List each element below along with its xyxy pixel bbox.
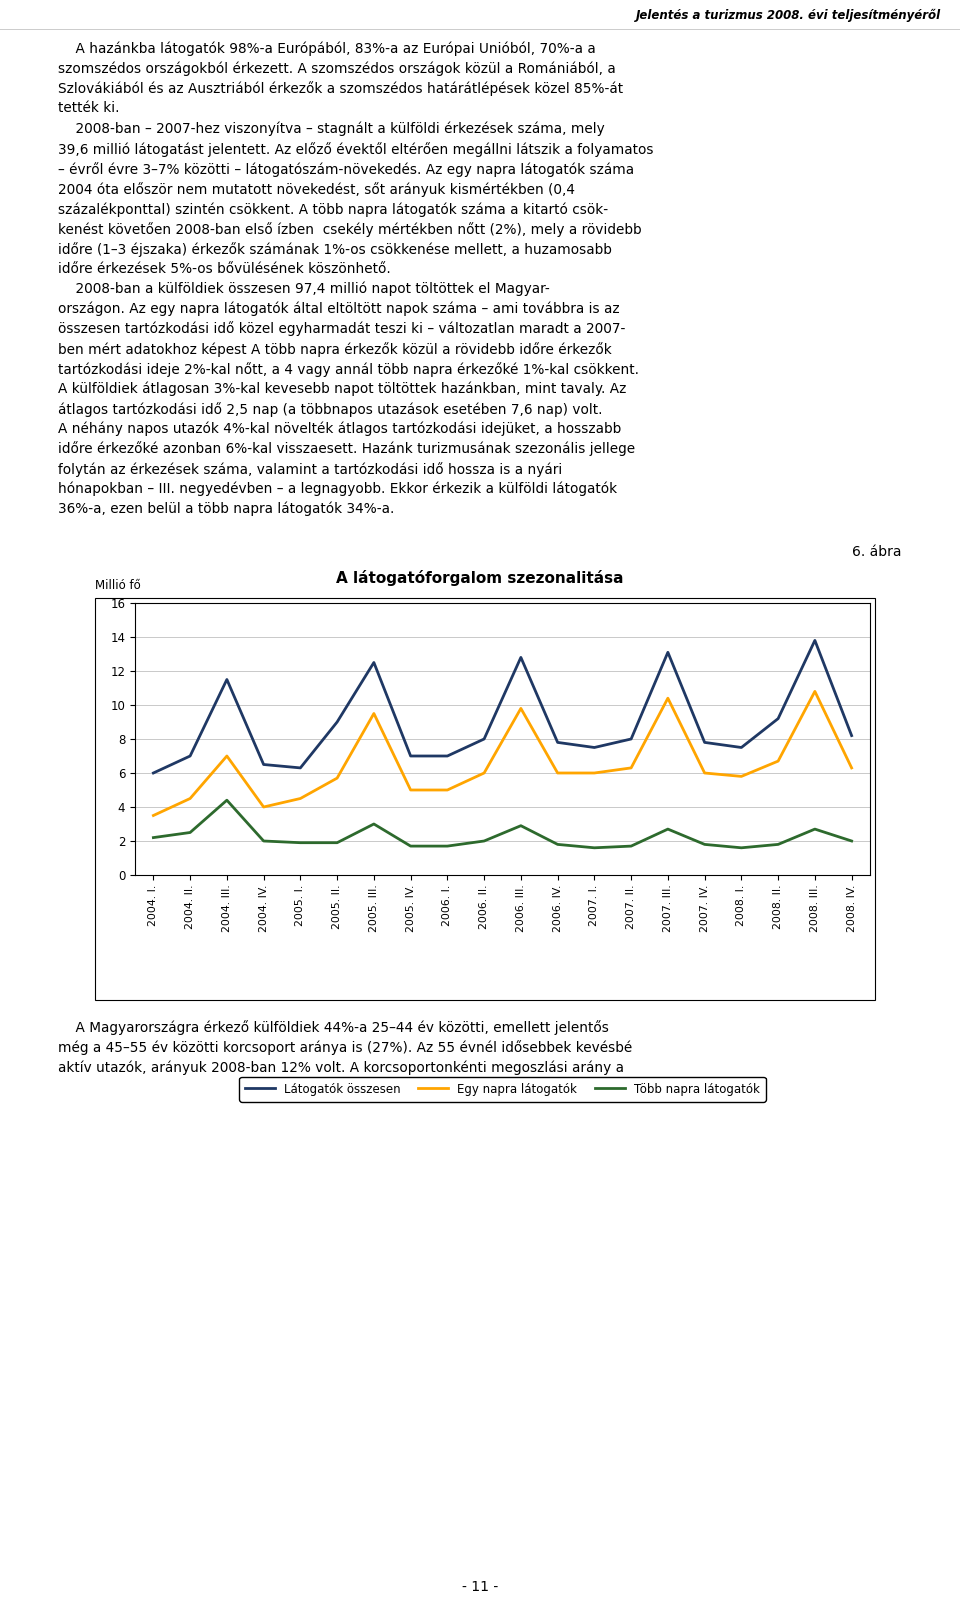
Text: 2008-ban a külföldiek összesen 97,4 millió napot töltöttek el Magyar-
országon. : 2008-ban a külföldiek összesen 97,4 mill…	[58, 282, 639, 516]
Text: Millió fő: Millió fő	[95, 579, 140, 592]
Text: 2008-ban – 2007-hez viszonyítva – stagnált a külföldi érkezések száma, mely
39,6: 2008-ban – 2007-hez viszonyítva – stagná…	[58, 123, 654, 276]
Text: A látogatóforgalom szezonalitása: A látogatóforgalom szezonalitása	[336, 569, 624, 586]
Text: - 11 -: - 11 -	[462, 1581, 498, 1594]
Text: 6. ábra: 6. ábra	[852, 545, 902, 560]
Text: Jelentés a turizmus 2008. évi teljesítményéről: Jelentés a turizmus 2008. évi teljesítmé…	[636, 8, 941, 21]
Text: A Magyarországra érkező külföldiek 44%-a 25–44 év közötti, emellett jelentős
még: A Magyarországra érkező külföldiek 44%-a…	[58, 1019, 633, 1074]
Text: A hazánkba látogatók 98%-a Európából, 83%-a az Európai Unióból, 70%-a a
szomszéd: A hazánkba látogatók 98%-a Európából, 83…	[58, 42, 623, 115]
Legend: Látogatók összesen, Egy napra látogatók, Több napra látogatók: Látogatók összesen, Egy napra látogatók,…	[239, 1077, 766, 1102]
